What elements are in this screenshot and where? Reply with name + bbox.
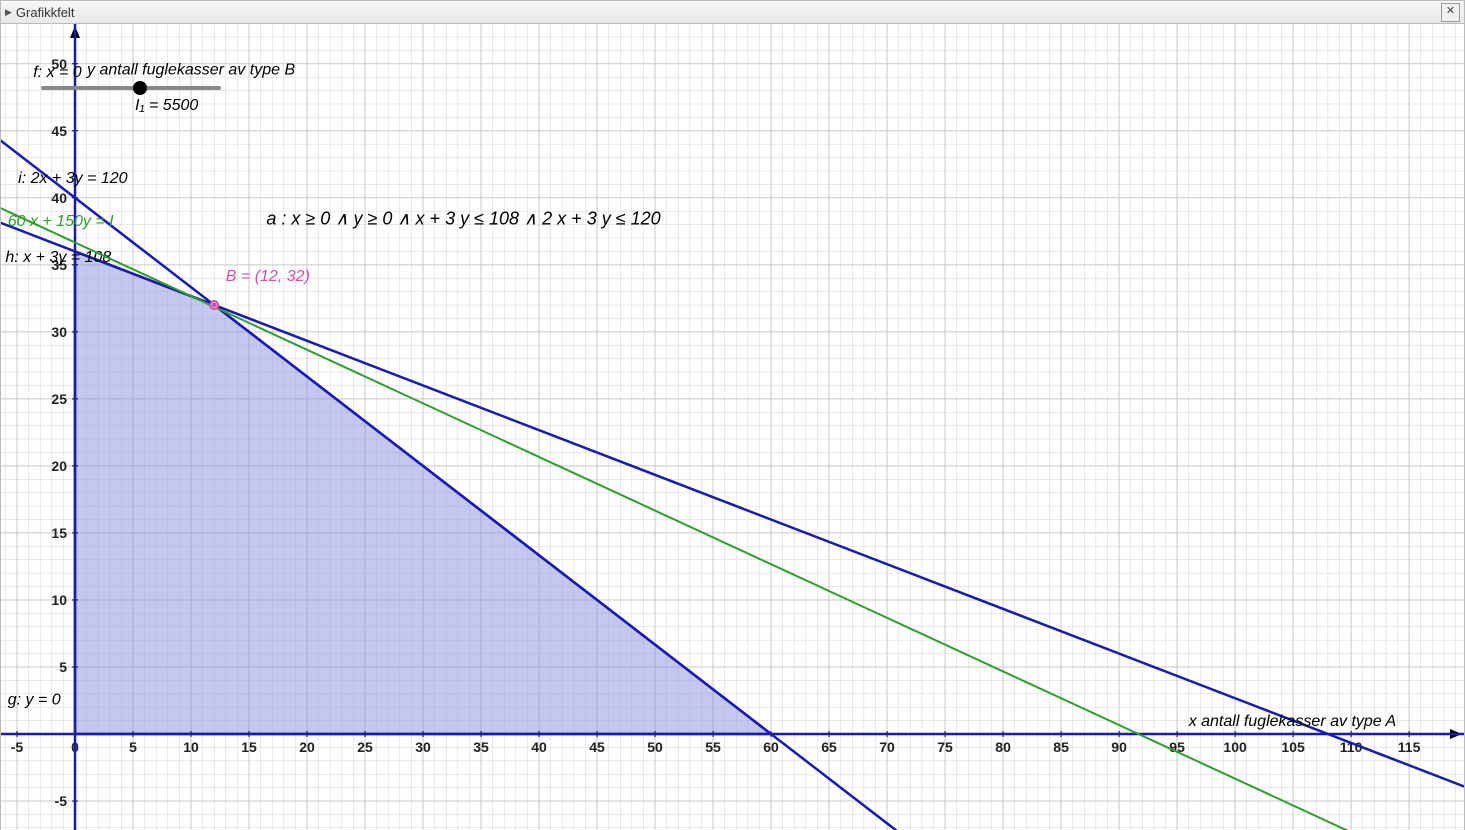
line-label-f: f: x = 0 [33,64,82,81]
parameter-slider[interactable] [41,86,221,90]
x-tick-label: -5 [11,739,24,755]
plot-svg: -505101520253035404550556065707580859095… [1,24,1464,830]
x-tick-label: 60 [763,739,779,755]
slider-track[interactable] [41,86,221,90]
x-tick-label: 50 [647,739,663,755]
y-tick-label: 40 [51,190,67,206]
x-tick-label: 70 [879,739,895,755]
x-tick-label: 90 [1111,739,1127,755]
titlebar: ▶ Grafikkfelt ✕ [1,1,1464,24]
close-icon[interactable]: ✕ [1441,3,1460,22]
x-tick-label: 105 [1281,739,1305,755]
x-tick-label: 25 [357,739,373,755]
x-tick-label: 65 [821,739,837,755]
window-title: Grafikkfelt [16,5,75,20]
app-window: ▶ Grafikkfelt ✕ -50510152025303540455055… [0,0,1465,830]
x-tick-label: 100 [1223,739,1247,755]
x-tick-label: 5 [129,739,137,755]
point-label-B: B = (12, 32) [226,268,310,285]
x-tick-label: 30 [415,739,431,755]
collapse-triangle-icon[interactable]: ▶ [5,7,12,18]
x-tick-label: 85 [1053,739,1069,755]
x-tick-label: 115 [1398,739,1421,755]
y-tick-label: 10 [51,592,67,608]
y-tick-label: 30 [51,324,67,340]
slider-label: I₁ = 5500 [135,97,198,114]
y-tick-label: -5 [55,793,68,809]
y-tick-label: 15 [51,525,67,541]
x-tick-label: 80 [995,739,1011,755]
slider-knob[interactable] [133,81,147,95]
y-tick-label: 20 [51,458,67,474]
x-tick-label: 15 [241,739,257,755]
x-axis-label: x antall fuglekasser av type A [1188,713,1397,730]
x-tick-label: 35 [473,739,489,755]
x-tick-label: 45 [589,739,605,755]
x-tick-label: 10 [183,739,199,755]
line-label-i: i: 2x + 3y = 120 [18,170,128,187]
y-tick-label: 5 [59,659,67,675]
x-tick-label: 40 [531,739,547,755]
x-tick-label: 20 [299,739,315,755]
constraint-a: a : x ≥ 0 ∧ y ≥ 0 ∧ x + 3 y ≤ 108 ∧ 2 x … [266,209,660,229]
x-tick-label: 55 [705,739,721,755]
line-label-objective: 60 x + 150y = I [8,213,114,230]
y-tick-label: 25 [51,391,67,407]
y-axis-label: y antall fuglekasser av type B [86,61,295,78]
y-tick-label: 45 [51,123,67,139]
line-label-g: g: y = 0 [8,692,61,709]
graphics-view[interactable]: -505101520253035404550556065707580859095… [1,24,1464,829]
x-tick-label: 75 [937,739,953,755]
